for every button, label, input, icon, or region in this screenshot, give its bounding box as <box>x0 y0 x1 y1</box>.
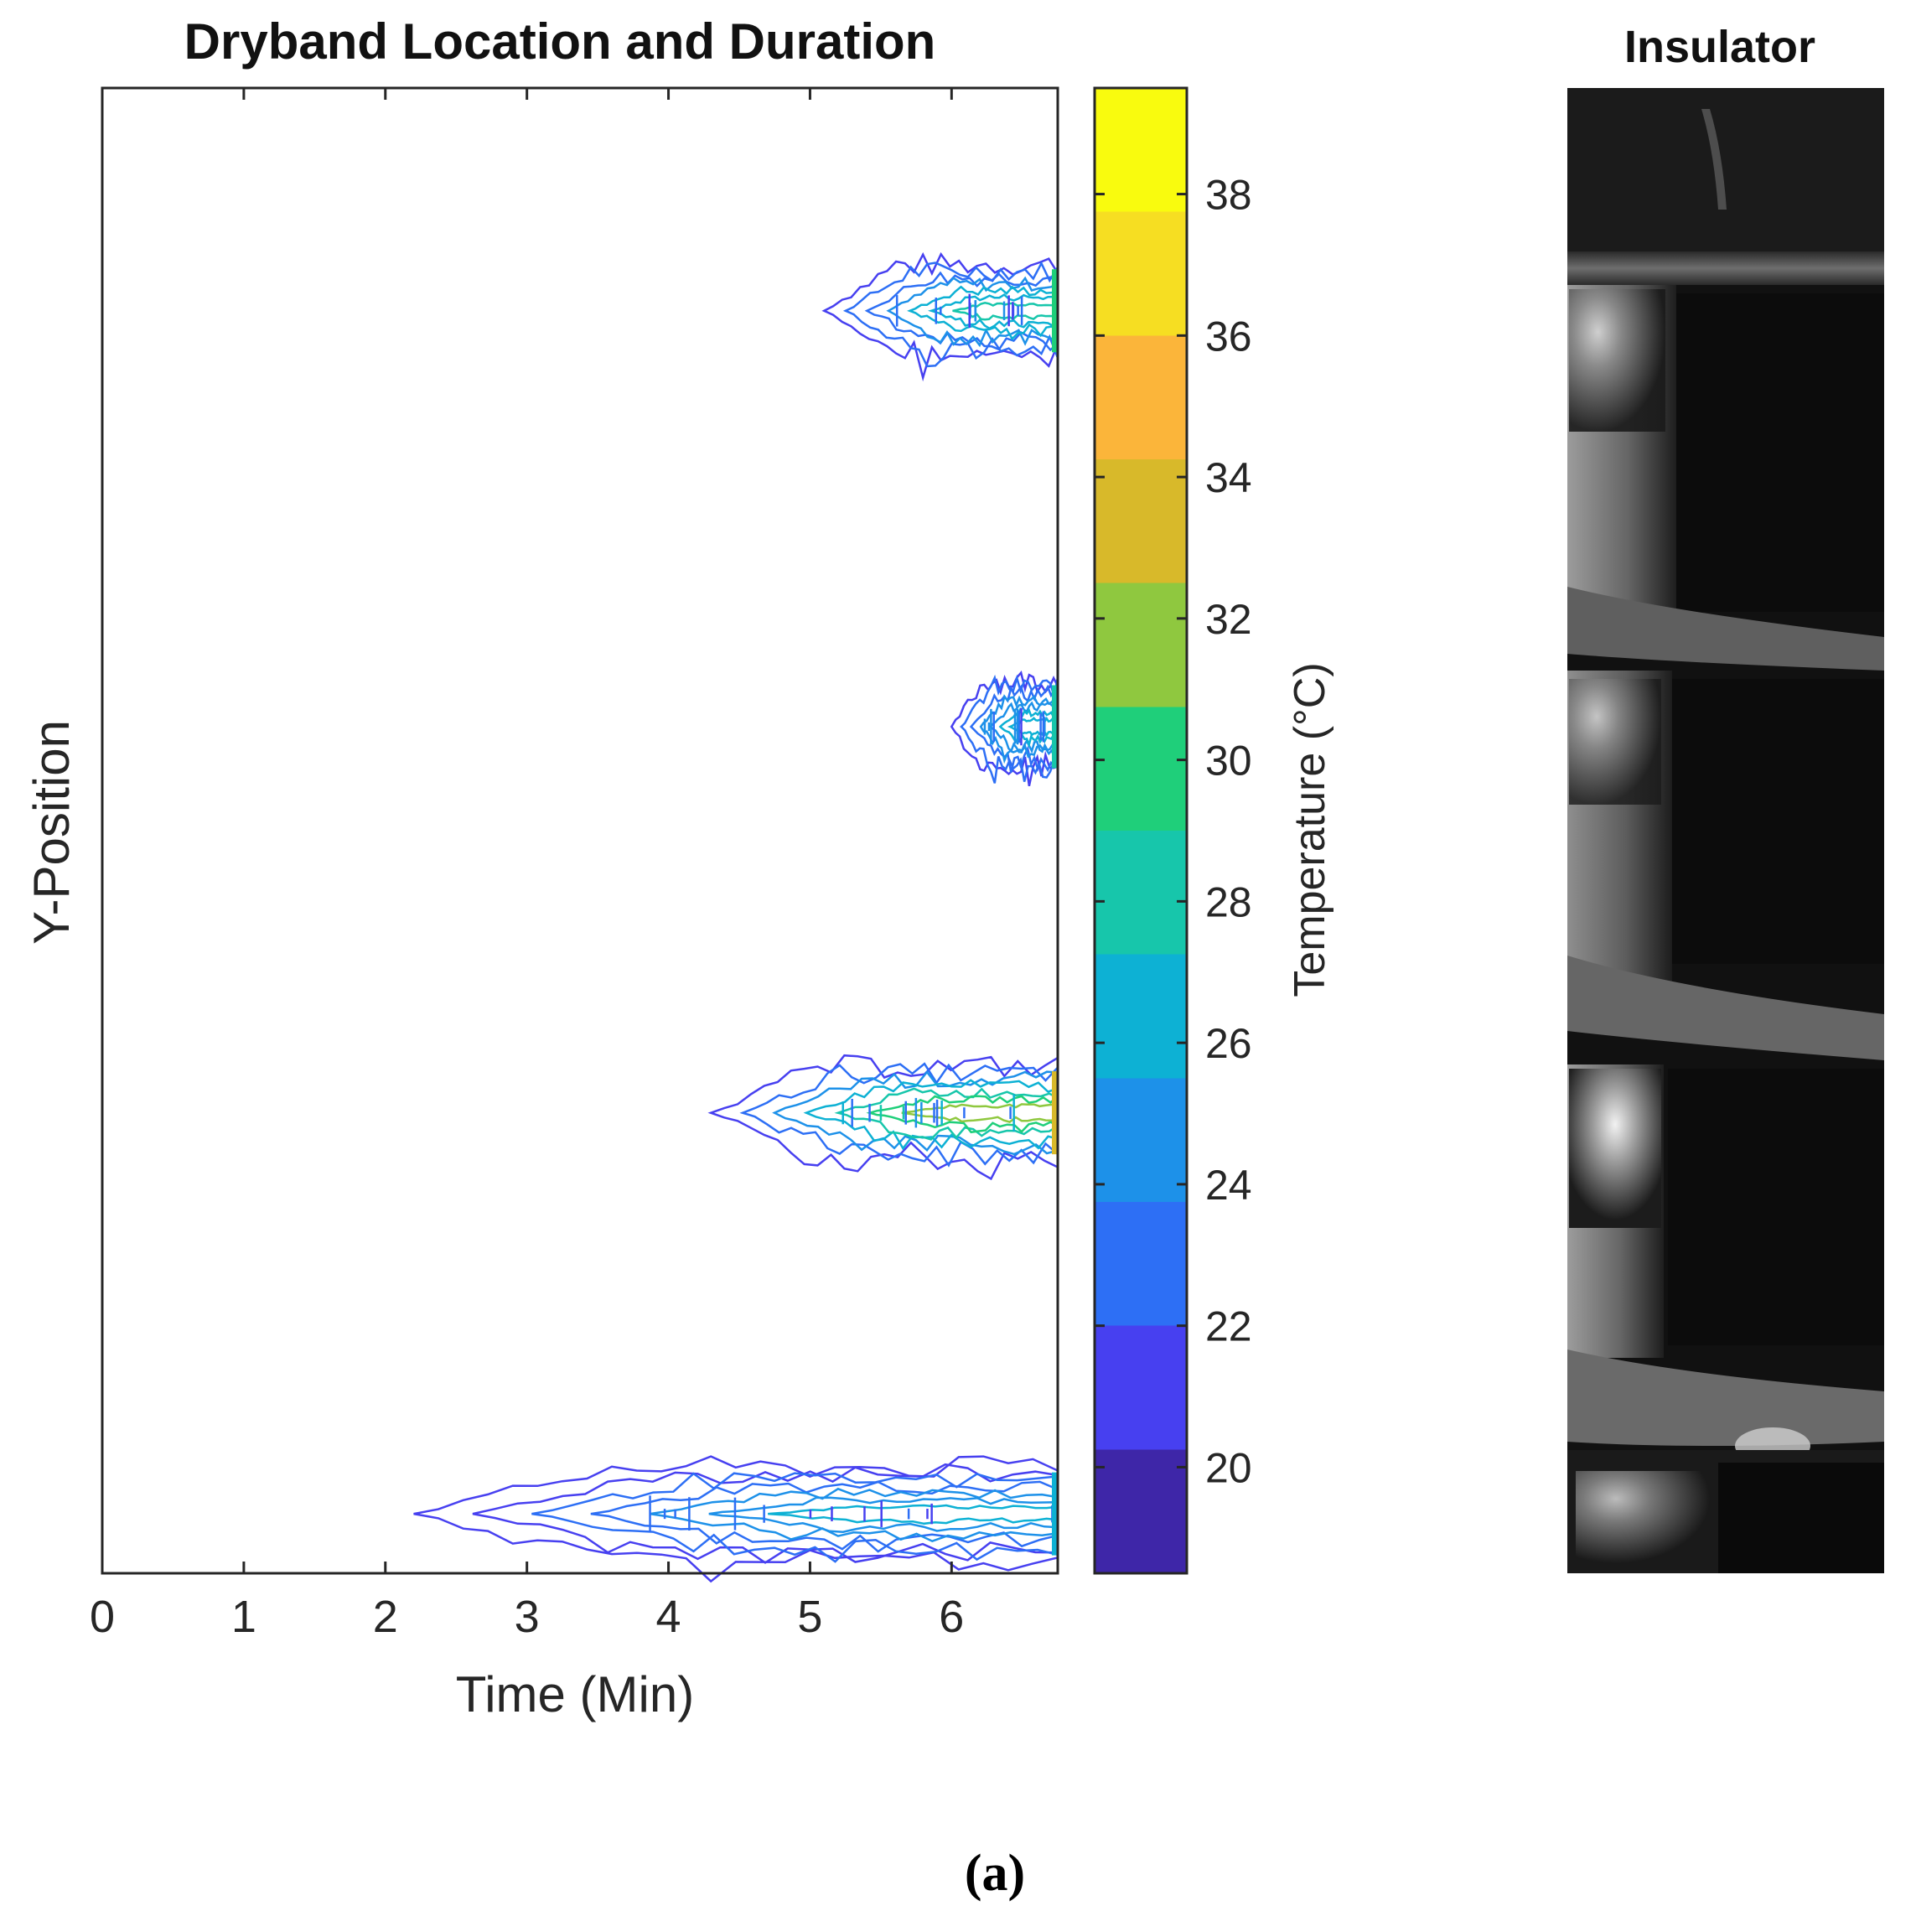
colorbar-tick-label: 26 <box>1205 1020 1252 1067</box>
colorbar-label: Temperature (°C) <box>1286 662 1334 997</box>
contour-plot-area: 0 1 2 3 4 5 6 <box>90 86 1059 1642</box>
colorbar-frame <box>1093 86 1188 1575</box>
colorbar-tick-label: 20 <box>1205 1444 1252 1491</box>
insulator-title: Insulator <box>1624 22 1815 72</box>
colorbar-tick-label: 38 <box>1205 172 1252 219</box>
x-tick-label: 3 <box>515 1592 540 1642</box>
chart-title: Dryband Location and Duration <box>184 13 936 70</box>
x-tick-label: 5 <box>797 1592 822 1642</box>
colorbar-tick-label: 22 <box>1205 1303 1252 1350</box>
colorbar-tick-label: 32 <box>1205 596 1252 643</box>
plot-frame <box>101 86 1059 1575</box>
y-axis-label: Y-Position <box>23 720 80 945</box>
insulator-image <box>1567 88 1884 1573</box>
x-tick-label: 2 <box>373 1592 398 1642</box>
colorbar-tick-label: 30 <box>1205 738 1252 785</box>
plot-background <box>102 88 1058 1573</box>
colorbar-gradient <box>1095 88 1187 1573</box>
figure-caption: (a) <box>965 1845 1025 1902</box>
x-tick-label: 0 <box>90 1592 115 1642</box>
x-axis: 0 1 2 3 4 5 6 <box>90 88 964 1642</box>
x-tick-label: 4 <box>656 1592 681 1642</box>
x-axis-label: Time (Min) <box>456 1666 694 1722</box>
x-tick-label: 1 <box>231 1592 256 1642</box>
colorbar-ticks: 20 22 24 26 28 30 32 34 36 38 <box>1095 172 1252 1491</box>
colorbar-tick-label: 34 <box>1205 454 1252 501</box>
colorbar: 20 22 24 26 28 30 32 34 36 38 <box>1093 86 1252 1575</box>
colorbar-tick-label: 24 <box>1205 1162 1252 1209</box>
x-tick-label: 6 <box>939 1592 964 1642</box>
colorbar-tick-label: 28 <box>1205 878 1252 925</box>
colorbar-tick-label: 36 <box>1205 313 1252 360</box>
